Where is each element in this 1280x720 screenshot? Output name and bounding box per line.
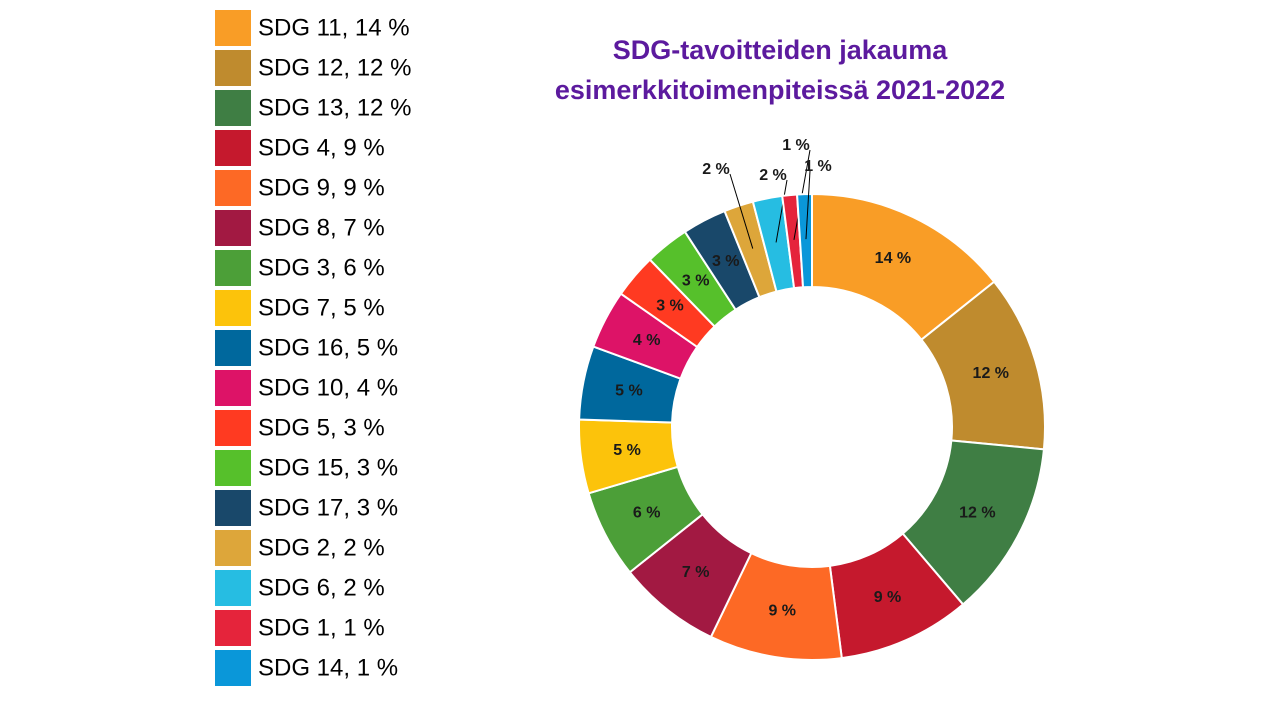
legend-icon [215,290,251,326]
data-label: 2 % [702,161,730,178]
leader-line [729,173,754,249]
legend-icon [215,250,251,286]
legend-icon [215,50,251,86]
legend-icon [215,530,251,566]
legend-label: SDG 14, 1 % [258,654,398,681]
data-label: 9 % [768,602,796,619]
legend-icon [215,330,251,366]
legend-label: SDG 8, 7 % [258,214,385,241]
data-label: 1 % [782,137,810,154]
data-label: 12 % [959,504,995,521]
data-label: 12 % [973,365,1009,382]
data-label: 3 % [682,272,710,289]
data-label: 6 % [633,504,661,521]
data-label: 9 % [874,589,902,606]
legend-label: SDG 3, 6 % [258,254,385,281]
legend-label: SDG 10, 4 % [258,374,398,401]
legend-icon [215,10,251,46]
data-label: 4 % [633,332,661,349]
chart-title: esimerkkitoimenpiteissä 2021-2022 [555,75,1005,105]
legend-icon [215,610,251,646]
legend-icon [215,650,251,686]
data-label: 7 % [682,564,710,581]
legend-label: SDG 15, 3 % [258,454,398,481]
data-label: 5 % [613,442,641,459]
legend-label: SDG 12, 12 % [258,54,411,81]
legend-icon [215,410,251,446]
data-label: 2 % [759,167,787,184]
data-label: 1 % [804,158,832,175]
legend-label: SDG 11, 14 % [258,14,410,41]
data-label: 14 % [875,250,911,267]
legend-icon [215,90,251,126]
legend-icon [215,170,251,206]
legend-icon [215,370,251,406]
legend-icon [215,450,251,486]
leader-line [805,170,811,240]
legend-icon [215,570,251,606]
legend-label: SDG 7, 5 % [258,294,385,321]
data-label: 3 % [656,297,684,314]
legend-label: SDG 4, 9 % [258,134,385,161]
slice [796,192,813,289]
leader-line [775,179,788,243]
legend-label: SDG 2, 2 % [258,534,385,561]
legend-icon [215,130,251,166]
legend-label: SDG 6, 2 % [258,574,385,601]
legend-label: SDG 17, 3 % [258,494,398,521]
data-label: 3 % [712,253,740,270]
chart-title: SDG-tavoitteiden jakauma [613,35,949,65]
legend-label: SDG 13, 12 % [258,94,411,121]
legend-icon [215,210,251,246]
legend-label: SDG 5, 3 % [258,414,385,441]
legend-label: SDG 9, 9 % [258,174,385,201]
data-label: 5 % [615,383,643,400]
legend-icon [215,490,251,526]
legend-label: SDG 1, 1 % [258,614,385,641]
legend-label: SDG 16, 5 % [258,334,398,361]
